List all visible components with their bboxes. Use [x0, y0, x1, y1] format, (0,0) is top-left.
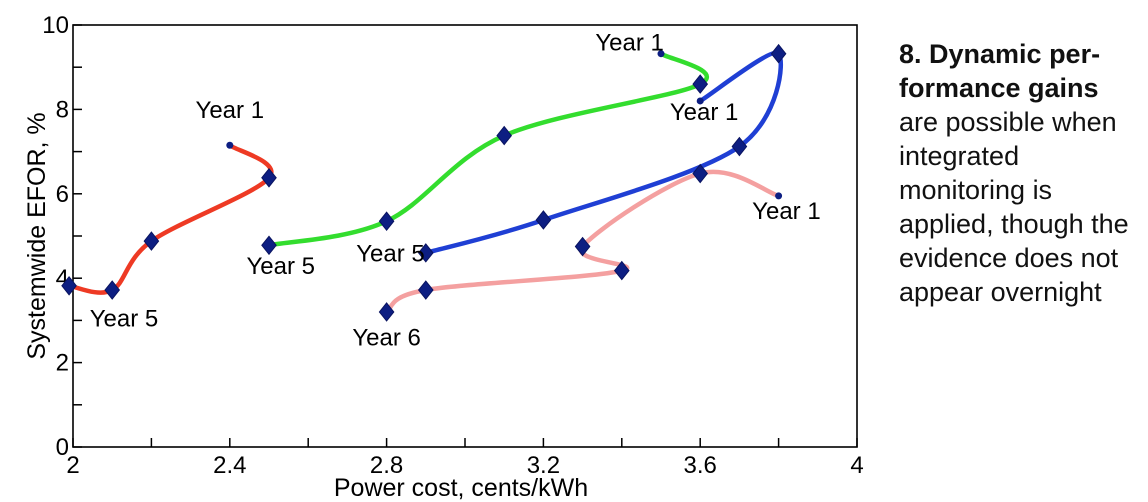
data-point-marker — [770, 43, 787, 64]
year-annotation: Year 1 — [595, 29, 664, 56]
data-point-marker — [143, 231, 160, 251]
data-point-marker — [61, 275, 77, 296]
y-tick-label: 10 — [42, 12, 69, 39]
year-annotation: Year 1 — [196, 97, 265, 124]
y-tick-label: 6 — [56, 181, 69, 208]
series-start-point — [696, 97, 704, 105]
year-annotation: Year 1 — [670, 99, 739, 126]
data-point-marker — [261, 167, 277, 188]
x-tick-label: 2.4 — [213, 452, 246, 479]
data-point-marker — [417, 280, 434, 300]
plot-frame — [72, 24, 858, 448]
data-point-marker — [261, 235, 277, 256]
data-point-marker — [731, 136, 748, 157]
y-tick-label: 8 — [56, 96, 69, 123]
y-tick-label: 0 — [56, 434, 69, 461]
data-point-marker — [692, 163, 709, 184]
year-annotation: Year 5 — [247, 253, 316, 280]
series-line-3 — [423, 50, 783, 256]
data-point-marker — [378, 302, 395, 322]
series-start-point — [775, 192, 783, 200]
data-point-marker — [692, 74, 709, 94]
data-point-marker — [574, 236, 591, 257]
x-tick-label: 3.6 — [684, 452, 717, 479]
year-annotation: Year 5 — [356, 240, 425, 267]
year-annotation: Year 1 — [752, 198, 821, 225]
y-axis-title: Systemwide EFOR, % — [23, 112, 51, 359]
data-point-marker — [496, 125, 513, 146]
x-axis-title: Power cost, cents/kWh — [334, 474, 588, 502]
data-point-marker — [417, 243, 434, 263]
x-tick-label: 2.8 — [370, 452, 403, 479]
figure-caption: 8. Dynamic per-formance gains are possib… — [899, 37, 1144, 309]
series-line-1 — [66, 143, 274, 295]
caption-heading: 8. Dynamic per-formance gains — [899, 39, 1101, 103]
year-annotation: Year 5 — [90, 306, 159, 333]
data-point-marker — [104, 280, 121, 300]
series-line-2 — [266, 51, 710, 248]
data-point-marker — [378, 211, 395, 232]
data-point-marker — [613, 260, 630, 281]
y-tick-label: 2 — [56, 350, 69, 377]
x-tick-label: 2 — [66, 452, 79, 479]
series-start-point — [226, 141, 234, 149]
series-start-point — [657, 50, 665, 58]
data-point-marker — [535, 210, 552, 230]
x-tick-label: 4 — [850, 452, 863, 479]
x-tick-label: 3.2 — [527, 452, 560, 479]
caption-body: are possible when integrated monitoring … — [899, 107, 1129, 307]
year-annotation: Year 6 — [352, 325, 421, 352]
